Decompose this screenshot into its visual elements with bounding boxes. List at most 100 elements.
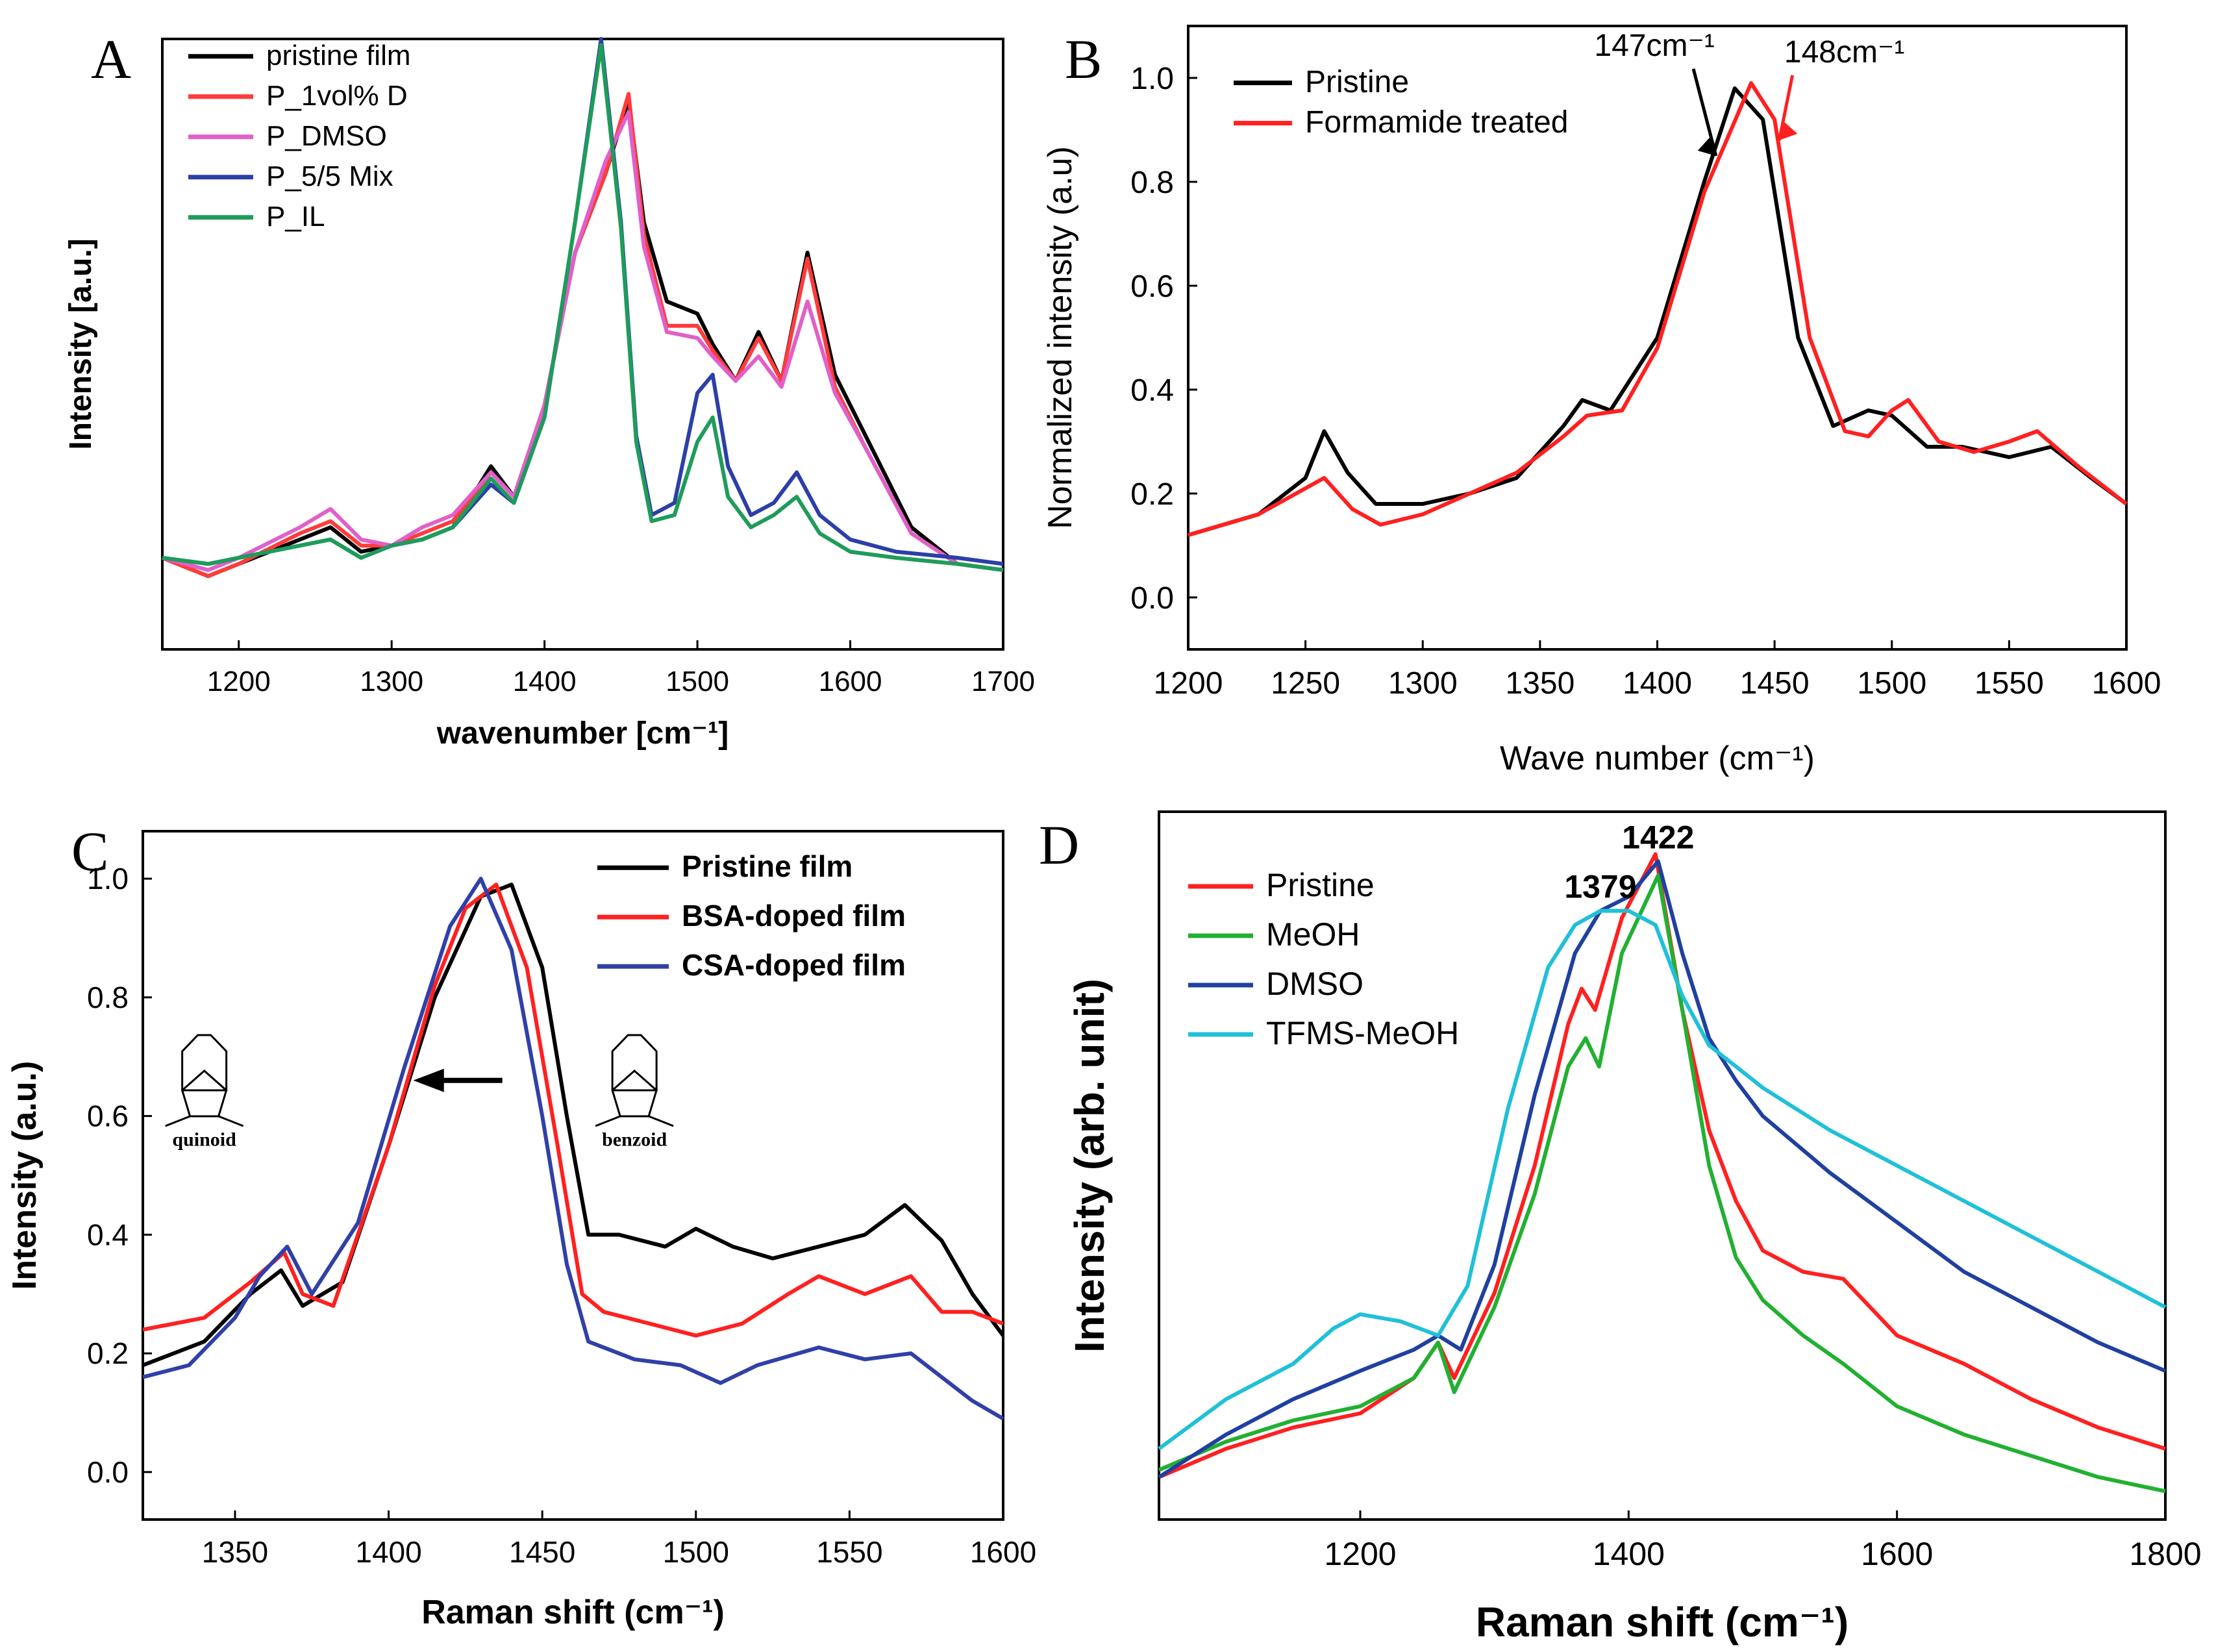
x-tick-label: 1400: [355, 1535, 421, 1569]
x-tick-label: 1450: [1740, 666, 1810, 701]
x-tick-label: 1200: [1154, 666, 1223, 701]
legend-label: pristine film: [266, 40, 411, 71]
y-tick-label: 0.8: [1130, 166, 1174, 200]
legend-label: Pristine film: [682, 849, 853, 883]
annotation-arrow: [1777, 75, 1795, 141]
y-tick-label: 0.4: [87, 1218, 129, 1251]
legend-label: P_DMSO: [266, 120, 387, 152]
x-tick-label: 1600: [970, 1535, 1036, 1569]
series-line-meoh: [1158, 873, 2166, 1494]
x-tick-label: 1200: [207, 666, 271, 697]
x-tick-label: 1400: [1623, 666, 1692, 701]
chart-panel-B: 1200 1250 1300 1350 1400 1450 1500 1550 1600 0.0 0…: [1041, 25, 2161, 777]
x-tick-label: 1500: [1857, 666, 1926, 701]
methyl-bond: [218, 1115, 244, 1127]
annotation-label: quinoid: [172, 1129, 236, 1150]
series-line-tfms-meoh: [1158, 908, 2167, 1451]
series-line-p-il: [162, 43, 1004, 572]
x-tick-label: 1400: [513, 666, 577, 697]
series-line-formamide-treated: [1188, 81, 2128, 537]
annotation-arrow: [1691, 68, 1718, 156]
thiophene-ring: [611, 1069, 658, 1118]
annotation-label: 147cm⁻¹: [1594, 29, 1714, 63]
plot-frame: [1158, 810, 2167, 1521]
x-tick-label: 1550: [816, 1535, 882, 1569]
methyl-bond: [648, 1115, 674, 1127]
arrowhead: [1697, 138, 1716, 156]
panel-label: C: [71, 820, 108, 882]
x-tick-label: 1300: [360, 666, 423, 697]
legend-label: P_5/5 Mix: [266, 160, 393, 192]
legend-label: P_1vol% D: [266, 80, 408, 112]
panel-label: D: [1039, 814, 1079, 876]
annotation-label: 148cm⁻¹: [1784, 35, 1904, 69]
arrowhead: [413, 1068, 444, 1092]
quinoid-structure: [165, 1034, 244, 1127]
plot-frame: [142, 830, 1004, 1521]
legend-label: TFMS-MeOH: [1266, 1015, 1459, 1051]
x-tick-label: 1300: [1388, 666, 1458, 701]
y-tick-label: 1.0: [87, 862, 129, 895]
y-axis-label: Intensity (a.u.): [6, 1061, 44, 1290]
y-axis-label: Normalized intensity (a.u): [1041, 146, 1079, 529]
x-tick-label: 1600: [1861, 1536, 1933, 1572]
annotation-label: benzoid: [602, 1129, 667, 1150]
series-line-p-dmso: [162, 110, 1004, 572]
y-axis-label: Intensity (arb. unit): [1066, 979, 1113, 1353]
x-tick-label: 1500: [663, 1535, 729, 1569]
thiophene-ring: [181, 1069, 228, 1118]
legend-label: DMSO: [1266, 966, 1363, 1002]
x-axis-label: Raman shift (cm⁻¹): [421, 1594, 725, 1631]
dioxane-ring: [611, 1034, 658, 1092]
chart-panel-A: 1200 1300 1400 1500 1600 1700 wavenumber [cm⁻¹…: [64, 28, 1035, 751]
x-tick-label: 1500: [666, 666, 729, 697]
legend-label: BSA-doped film: [682, 899, 906, 932]
x-tick-label: 1350: [202, 1535, 268, 1569]
x-tick-label: 1200: [1324, 1536, 1396, 1572]
series-line-csa-doped-film: [142, 877, 1004, 1421]
x-tick-label: 1400: [1593, 1536, 1665, 1572]
y-tick-label: 0.2: [87, 1336, 129, 1370]
legend-label: CSA-doped film: [682, 948, 906, 982]
plot-frame: [161, 38, 1004, 651]
legend-label: Pristine: [1305, 65, 1409, 99]
annotation-label: 1379: [1564, 869, 1636, 905]
x-tick-label: 1600: [819, 666, 882, 697]
series-line-pristine-film: [142, 882, 1005, 1368]
x-tick-label: 1800: [2129, 1536, 2201, 1572]
legend-label: Pristine: [1266, 867, 1375, 903]
dioxane-ring: [181, 1034, 228, 1092]
legend-label: P_IL: [266, 201, 325, 232]
y-tick-label: 0.0: [1130, 581, 1174, 616]
x-axis-label: wavenumber [cm⁻¹]: [436, 716, 728, 751]
y-tick-label: 0.2: [1130, 477, 1174, 512]
series-line-bsa-doped-film: [142, 882, 1004, 1338]
chart-panel-D: 1200 1400 1600 1800 Raman shift (cm⁻¹) Intens…: [1039, 810, 2202, 1646]
x-tick-label: 1600: [2092, 666, 2161, 701]
y-tick-label: 0.6: [1130, 269, 1174, 304]
x-tick-label: 1550: [1974, 666, 2044, 701]
x-tick-label: 1700: [971, 666, 1035, 697]
methyl-bond: [595, 1115, 621, 1127]
series-line-dmso: [1158, 859, 2167, 1479]
benzoid-structure: [595, 1034, 674, 1127]
panel-label: A: [91, 28, 131, 90]
x-axis-label: Wave number (cm⁻¹): [1500, 740, 1815, 777]
x-tick-label: 1250: [1271, 666, 1340, 701]
y-tick-label: 1.0: [1130, 62, 1174, 96]
annotation-label: 1422: [1622, 819, 1694, 855]
legend-label: MeOH: [1266, 916, 1360, 953]
x-tick-label: 1450: [509, 1535, 575, 1569]
x-axis-label: Raman shift (cm⁻¹): [1476, 1599, 1849, 1646]
x-tick-label: 1350: [1505, 666, 1575, 701]
y-tick-label: 0.4: [1130, 373, 1174, 408]
y-tick-label: 0.6: [87, 1099, 129, 1133]
arrowhead: [1779, 122, 1798, 140]
y-axis-label: Intensity [a.u.]: [64, 238, 98, 449]
y-tick-label: 0.0: [87, 1455, 129, 1489]
methyl-bond: [165, 1115, 191, 1127]
legend-label: Formamide treated: [1305, 105, 1569, 140]
chart-panel-C: 1350 1400 1450 1500 1550 1600 0.0 0.2 0.4 0.6 0.8 1…: [6, 820, 1036, 1631]
series-line-pristine: [1188, 86, 2128, 537]
